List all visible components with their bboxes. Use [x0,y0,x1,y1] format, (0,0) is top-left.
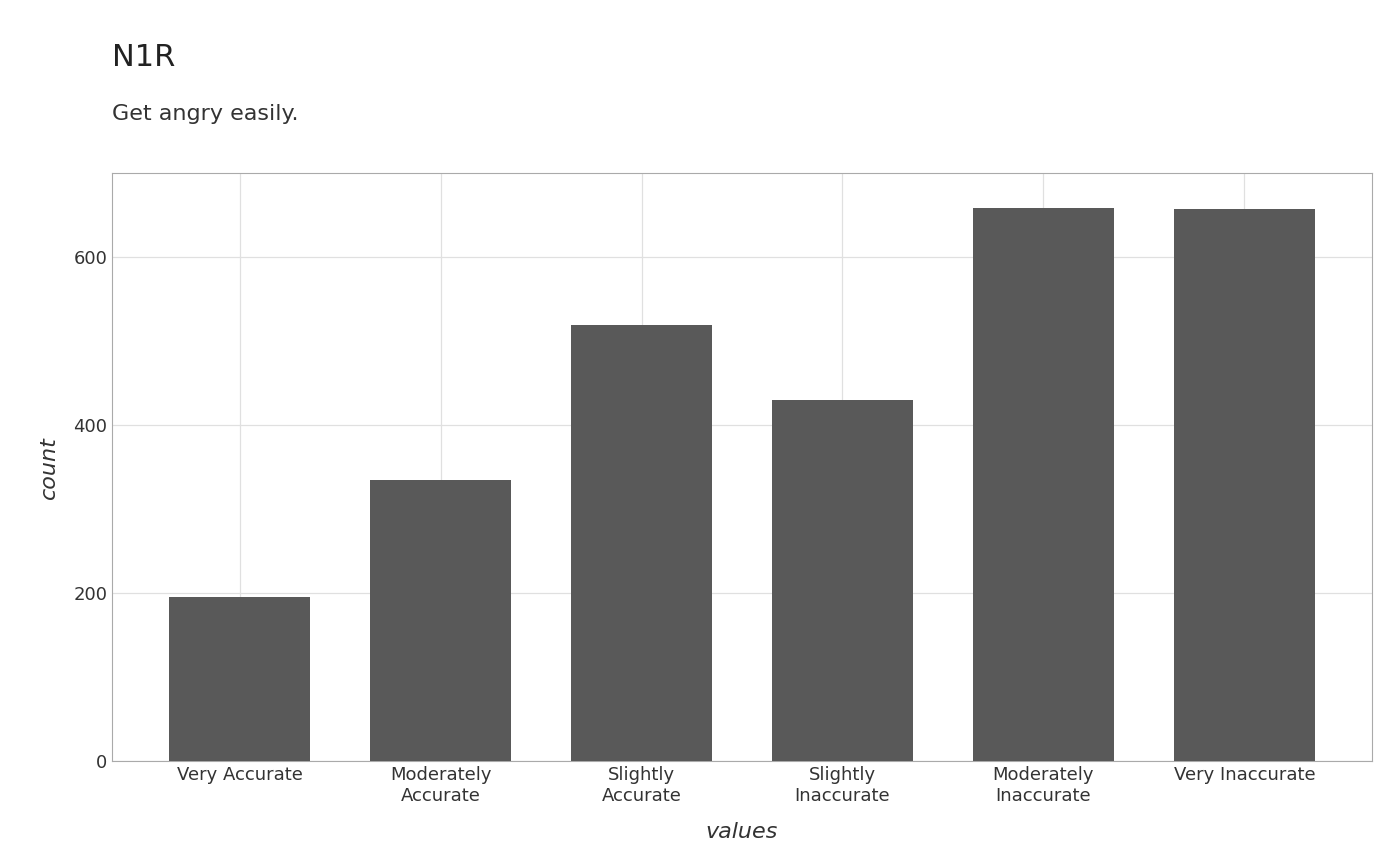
Bar [169,597,309,761]
Text: Get angry easily.: Get angry easily. [112,104,298,124]
X-axis label: values: values [706,822,778,842]
Bar [571,325,711,761]
Bar [973,208,1114,761]
Bar [370,480,511,761]
Bar [1175,209,1315,761]
Y-axis label: count: count [39,436,59,498]
Bar [773,400,913,761]
Text: N1R: N1R [112,43,175,73]
